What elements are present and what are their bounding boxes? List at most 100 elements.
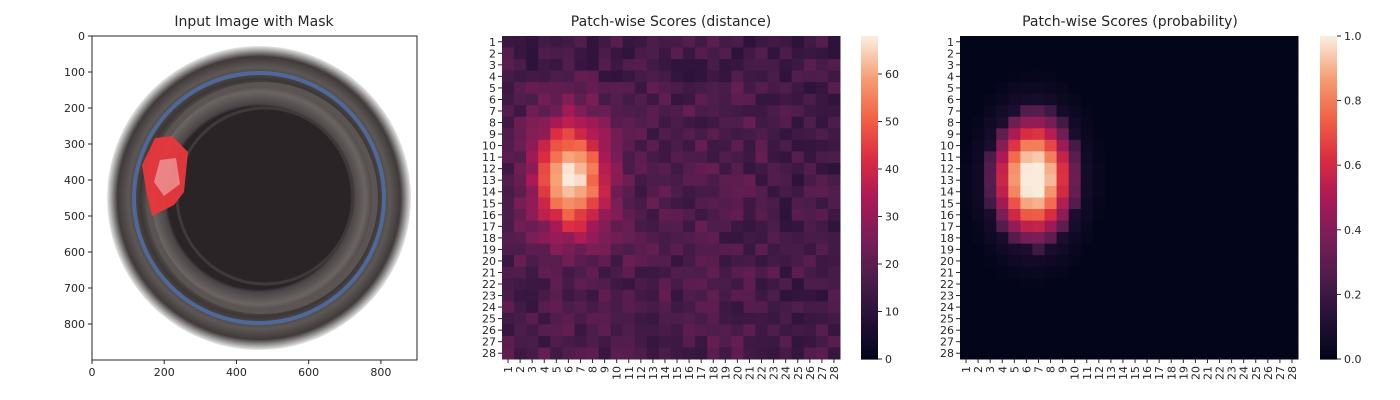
heatmap-cell xyxy=(815,82,829,95)
heatmap-cell xyxy=(1032,174,1045,187)
heatmap-cell xyxy=(658,220,672,233)
heatmap-cell xyxy=(1104,116,1118,129)
colorbar-segment xyxy=(861,149,878,153)
y-axis-distance: 1234567891011121314151617181920212223242… xyxy=(482,36,502,360)
heatmap-cell xyxy=(803,335,817,348)
heatmap-cell xyxy=(984,128,997,141)
heatmap-cell xyxy=(1068,47,1082,60)
heatmap-cell xyxy=(658,47,672,60)
heatmap-cell xyxy=(1141,289,1154,302)
heatmap-cell xyxy=(610,36,624,49)
x-tick-label: 24 xyxy=(780,366,793,380)
heatmap-cell xyxy=(622,36,636,49)
heatmap-cell xyxy=(996,151,1009,164)
x-tick-label: 23 xyxy=(768,366,781,380)
heatmap-cell xyxy=(550,162,563,175)
heatmap-cell xyxy=(1141,243,1154,256)
heatmap-cell xyxy=(1056,70,1070,83)
colorbar-segment xyxy=(1320,216,1337,220)
heatmap-cell xyxy=(1225,93,1239,106)
heatmap-cell xyxy=(1129,174,1142,187)
heatmap-cell xyxy=(1080,47,1094,60)
heatmap-cell xyxy=(1249,243,1263,256)
colorbar-segment xyxy=(861,213,878,217)
heatmap-cell xyxy=(827,174,841,187)
heatmap-cell xyxy=(550,93,563,106)
heatmap-cell xyxy=(1153,197,1166,210)
heatmap-cell xyxy=(755,151,769,164)
heatmap-cell xyxy=(984,220,997,233)
heatmap-cell xyxy=(1201,266,1214,279)
heatmap-cell xyxy=(755,139,769,152)
heatmap-cell xyxy=(634,70,648,83)
heatmap-cell xyxy=(598,59,612,72)
heatmap-cell xyxy=(1273,128,1287,141)
heatmap-cell xyxy=(538,174,551,187)
heatmap-cell xyxy=(1189,105,1202,118)
heatmap-cell xyxy=(1213,162,1227,175)
y-tick-label: 7 xyxy=(489,105,496,118)
heatmap-cell xyxy=(1141,162,1154,175)
x-tick-label: 800 xyxy=(370,366,391,379)
heatmap-cell xyxy=(1201,324,1214,337)
y-tick-label: 500 xyxy=(64,210,85,223)
heatmap-cell xyxy=(526,278,539,291)
heatmap-cell xyxy=(586,220,600,233)
heatmap-cell xyxy=(767,255,781,268)
heatmap-cell xyxy=(984,312,997,325)
heatmap-cell xyxy=(984,197,997,210)
y-tick-label: 8 xyxy=(489,117,496,130)
heatmap-cell xyxy=(526,301,539,314)
heatmap-cell xyxy=(1201,301,1214,314)
colorbar-segment xyxy=(861,46,878,51)
heatmap-cell xyxy=(1153,335,1166,348)
heatmap-cell xyxy=(1177,301,1190,314)
x-tick-label: 19 xyxy=(1177,366,1190,380)
heatmap-cell xyxy=(731,335,744,348)
heatmap-cell xyxy=(972,266,985,279)
heatmap-cell xyxy=(1189,128,1202,141)
heatmap-cell xyxy=(731,255,744,268)
heatmap-cell xyxy=(502,185,515,198)
heatmap-cell xyxy=(683,128,696,141)
heatmap-cell xyxy=(707,255,720,268)
heatmap-cell xyxy=(1237,255,1251,268)
heatmap-cell xyxy=(683,312,696,325)
heatmap-cell xyxy=(1177,220,1190,233)
heatmap-cell xyxy=(755,36,769,49)
heatmap-cell xyxy=(658,139,672,152)
colorbar-segment xyxy=(861,240,878,244)
heatmap-cell xyxy=(803,47,817,60)
heatmap-cell xyxy=(1177,347,1190,360)
heatmap-cell xyxy=(1032,93,1045,106)
x-tick-label: 11 xyxy=(623,366,636,380)
heatmap-cell xyxy=(1104,324,1118,337)
heatmap-cell xyxy=(707,82,720,95)
colorbar-segment xyxy=(861,216,878,220)
heatmap-cell xyxy=(1165,139,1178,152)
heatmap-cell xyxy=(598,347,612,360)
heatmap-cell xyxy=(996,312,1009,325)
heatmap-cell xyxy=(1285,116,1299,129)
heatmap-cell xyxy=(972,185,985,198)
heatmap-cell xyxy=(550,301,563,314)
heatmap-cell xyxy=(1104,209,1118,222)
heatmap-cell xyxy=(622,174,636,187)
heatmap-cell xyxy=(1068,278,1082,291)
heatmap-cell xyxy=(502,209,515,222)
heatmap-cell xyxy=(502,116,515,129)
heatmap-cell xyxy=(1153,174,1166,187)
colorbar-segment xyxy=(1320,60,1337,64)
heatmap-cell xyxy=(671,278,684,291)
colorbar-segment xyxy=(1320,221,1337,226)
heatmap-cell xyxy=(791,324,805,337)
heatmap-cell xyxy=(1153,185,1166,198)
heatmap-cell xyxy=(695,243,708,256)
heatmap-cell xyxy=(1104,232,1118,245)
heatmap-cell xyxy=(562,255,575,268)
heatmap-cell xyxy=(767,151,781,164)
heatmap-cell xyxy=(743,128,756,141)
heatmap-cell xyxy=(1165,47,1178,60)
heatmap-cell xyxy=(1189,220,1202,233)
